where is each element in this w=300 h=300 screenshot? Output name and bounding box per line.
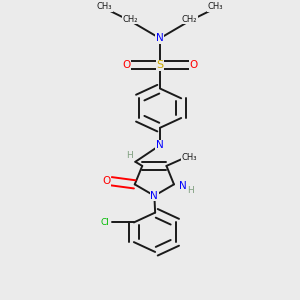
Text: S: S [156, 60, 164, 70]
Text: CH₂: CH₂ [122, 15, 138, 24]
Text: O: O [122, 60, 130, 70]
Text: N: N [179, 181, 187, 191]
Text: N: N [156, 33, 164, 43]
Text: N: N [156, 140, 164, 150]
Text: CH₂: CH₂ [182, 15, 197, 24]
Text: CH₃: CH₃ [97, 2, 112, 11]
Text: CH₃: CH₃ [181, 154, 197, 163]
Text: O: O [102, 176, 110, 186]
Text: H: H [187, 186, 194, 195]
Text: H: H [126, 151, 133, 160]
Text: O: O [190, 60, 198, 70]
Text: CH₃: CH₃ [208, 2, 223, 11]
Text: Cl: Cl [100, 218, 109, 227]
Text: N: N [151, 191, 158, 201]
